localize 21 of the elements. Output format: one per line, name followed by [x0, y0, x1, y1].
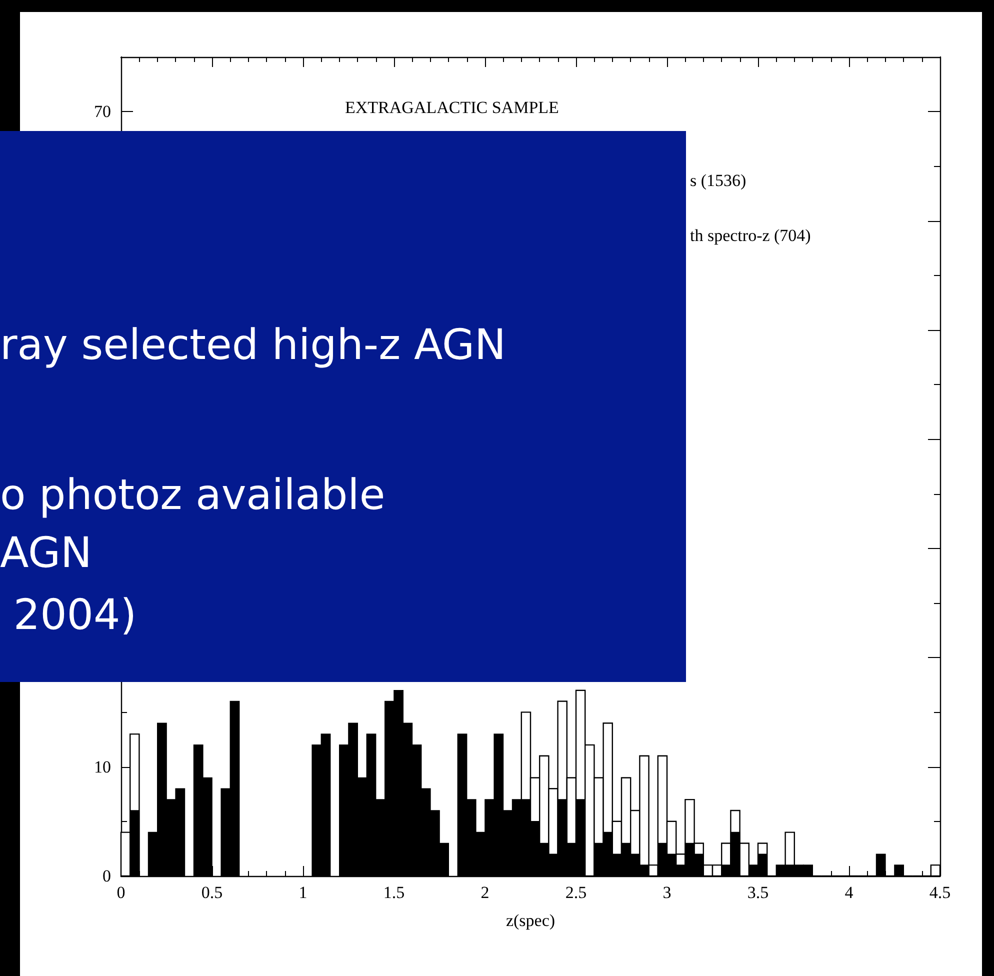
annotation: th spectro-z (704) [690, 226, 811, 245]
annotation: 2004) [12, 590, 137, 640]
x-tick-label: 2 [480, 883, 490, 902]
x-tick-label: 1.5 [383, 883, 405, 902]
x-tick-label: 4 [844, 883, 854, 902]
x-axis-title: z(spec) [506, 911, 556, 930]
x-tick-label: 3.5 [747, 883, 769, 902]
x-tick-label: 1 [298, 883, 308, 902]
x-tick-label: 2.5 [565, 883, 587, 902]
y-tick-label: 10 [94, 757, 111, 776]
y-tick-label: 70 [94, 102, 111, 122]
text: EXTRAGALACTIC SAMPLE [345, 98, 559, 117]
x-tick-label: 0.5 [201, 883, 223, 902]
annotation: o photoz available [0, 470, 386, 520]
x-tick-label: 4.5 [929, 883, 951, 902]
text: AGN [0, 528, 92, 578]
x-tick-label: 3 [662, 883, 672, 902]
annotation: s (1536) [690, 171, 746, 190]
annotation: ray selected high-z AGN [0, 320, 506, 370]
y-tick-label: 0 [102, 866, 111, 886]
x-tick-label: 0 [116, 883, 126, 902]
